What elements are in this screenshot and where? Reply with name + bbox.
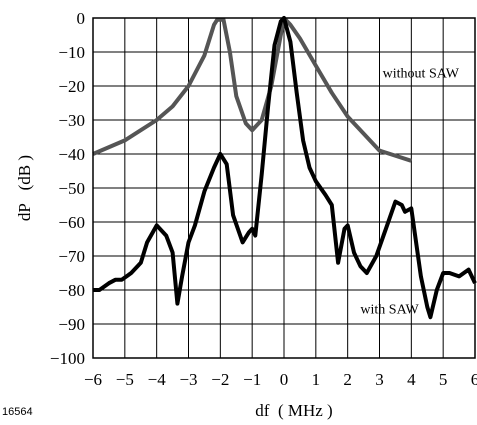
y-axis-label: dP (dB )	[15, 155, 34, 221]
x-tick-label: −2	[211, 370, 229, 389]
y-tick-label: −100	[50, 349, 85, 368]
y-tick-label: −10	[58, 43, 85, 62]
x-tick-label: 0	[280, 370, 289, 389]
plot-frame	[92, 17, 476, 359]
x-tick-label: 3	[375, 370, 384, 389]
y-tick-label: −50	[58, 179, 85, 198]
y-tick-label: −40	[58, 145, 85, 164]
y-tick-label: −70	[58, 247, 85, 266]
y-tick-label: −90	[58, 315, 85, 334]
x-axis-label: df ( MHz )	[255, 401, 332, 420]
x-tick-label: −5	[116, 370, 134, 389]
x-tick-label: 5	[439, 370, 448, 389]
x-tick-label: −3	[179, 370, 197, 389]
x-tick-label: 2	[343, 370, 352, 389]
y-tick-label: −60	[58, 213, 85, 232]
x-tick-label: 6	[471, 370, 477, 389]
x-tick-label: 4	[407, 370, 416, 389]
y-tick-label: 0	[77, 9, 86, 28]
y-tick-label: −20	[58, 77, 85, 96]
x-tick-label: −6	[84, 370, 102, 389]
annotations: without SAW with SAW	[360, 66, 459, 317]
x-tick-label: −1	[243, 370, 261, 389]
x-tick-label: −4	[148, 370, 167, 389]
series-annotation: with SAW	[360, 303, 419, 318]
x-tick-label: 1	[312, 370, 321, 389]
y-tick-labels: 0 −10 −20 −30 −40 −50 −60 −70 −80 −90 −100	[50, 9, 85, 368]
y-tick-label: −80	[58, 281, 85, 300]
y-tick-label: −30	[58, 111, 85, 130]
series-annotation: without SAW	[383, 66, 460, 81]
x-tick-labels: −6 −5 −4 −3 −2 −1 0 1 2 3 4 5 6	[84, 370, 477, 389]
series-line-1	[92, 16, 412, 163]
figure-id: 16564	[2, 406, 33, 418]
